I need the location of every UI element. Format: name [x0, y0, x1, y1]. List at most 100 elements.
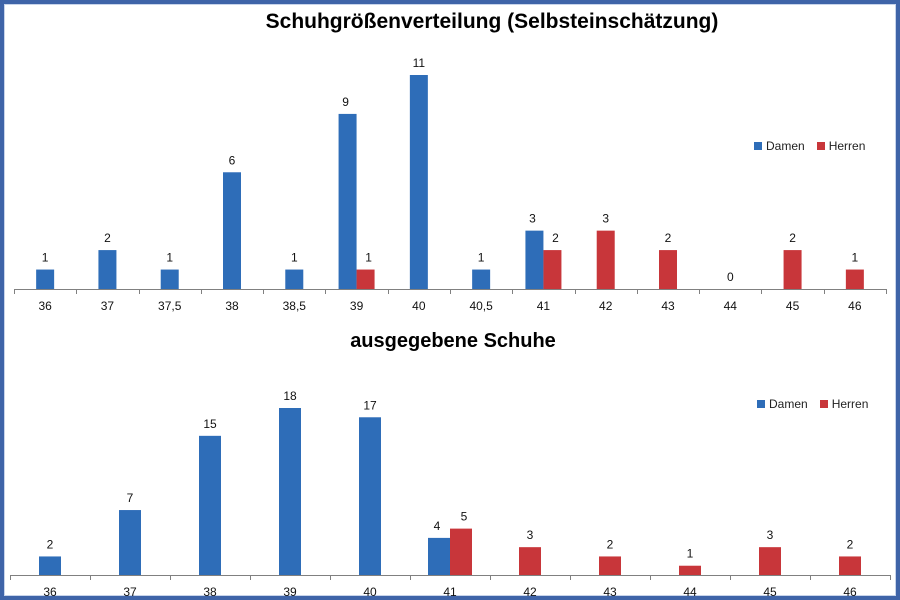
x-tick-label: 42 — [523, 585, 537, 599]
bar-herren-44 — [679, 565, 701, 575]
legend-label-damen: Damen — [766, 139, 805, 153]
legend-item-damen: Damen — [754, 139, 805, 153]
bar-herren-41 — [543, 250, 562, 289]
x-tick-label: 37,5 — [158, 299, 182, 313]
bar-damen-39 — [338, 113, 357, 289]
x-tick-label: 39 — [350, 299, 364, 313]
data-label-herren: 3 — [602, 212, 609, 226]
bar-herren-45 — [783, 250, 802, 289]
chart-2-title: ausgegebene Schuhe — [350, 330, 556, 352]
legend-swatch-damen — [757, 400, 765, 408]
bar-herren-46 — [845, 269, 864, 289]
bar-damen-38-5 — [285, 269, 304, 289]
x-tick-label: 37 — [123, 585, 137, 599]
x-tick-label: 43 — [661, 299, 675, 313]
x-tick-label: 41 — [443, 585, 457, 599]
bar-damen-40-5 — [472, 269, 491, 289]
data-label-damen: 18 — [283, 389, 297, 403]
data-label-herren: 1 — [687, 547, 694, 561]
x-tick-label: 45 — [763, 585, 777, 599]
chart-1-legend: Damen Herren — [754, 139, 877, 153]
legend-label-damen: Damen — [769, 397, 808, 411]
x-tick-label: 41 — [537, 299, 551, 313]
bar-damen-36 — [39, 556, 61, 575]
data-label-herren: 0 — [727, 270, 734, 284]
bar-herren-42 — [596, 230, 615, 289]
bar-damen-40 — [359, 417, 381, 575]
data-label-damen: 1 — [291, 251, 298, 265]
legend-label-herren: Herren — [828, 139, 866, 153]
bar-damen-40 — [409, 75, 428, 289]
bar-herren-43 — [599, 556, 621, 575]
data-label-herren: 2 — [607, 537, 614, 551]
x-tick-label: 42 — [599, 299, 613, 313]
bar-damen-41 — [428, 537, 450, 575]
data-label-damen: 11 — [413, 56, 426, 70]
data-label-herren: 2 — [847, 537, 854, 551]
data-label-damen: 1 — [478, 251, 485, 265]
data-label-herren: 2 — [789, 231, 796, 245]
legend-label-herren: Herren — [831, 397, 869, 411]
legend-item-damen: Damen — [757, 397, 808, 411]
chart-2-legend: Damen Herren — [757, 397, 880, 411]
data-label-damen: 17 — [363, 398, 377, 412]
data-label-damen: 1 — [42, 251, 49, 265]
data-label-herren: 3 — [527, 528, 534, 542]
legend-item-herren: Herren — [816, 139, 866, 153]
bar-damen-38 — [223, 172, 241, 289]
bar-damen-37 — [119, 510, 141, 575]
legend-item-herren: Herren — [819, 397, 869, 411]
data-label-herren: 1 — [365, 251, 372, 265]
bar-damen-37-5 — [160, 269, 179, 289]
data-label-damen: 2 — [104, 231, 111, 245]
bar-damen-38 — [199, 435, 221, 575]
x-tick-label: 36 — [43, 585, 57, 599]
x-tick-label: 38 — [203, 585, 217, 599]
x-tick-label: 38 — [225, 299, 239, 313]
data-label-herren: 3 — [767, 528, 774, 542]
x-tick-label: 40,5 — [469, 299, 493, 313]
data-label-damen: 6 — [229, 153, 236, 167]
data-label-herren: 2 — [552, 231, 559, 245]
bar-herren-41 — [450, 528, 472, 575]
data-label-damen: 1 — [166, 251, 173, 265]
data-label-damen: 2 — [47, 537, 54, 551]
x-tick-label: 39 — [283, 585, 297, 599]
bar-herren-39 — [356, 269, 375, 289]
x-tick-label: 46 — [848, 299, 862, 313]
bar-damen-36 — [36, 269, 55, 289]
data-label-herren: 2 — [665, 231, 672, 245]
bar-herren-45 — [759, 547, 781, 575]
x-tick-label: 40 — [363, 585, 377, 599]
legend-swatch-herren — [819, 400, 828, 408]
x-tick-label: 44 — [683, 585, 697, 599]
bar-damen-37 — [98, 250, 117, 289]
bar-damen-41 — [525, 230, 544, 289]
data-label-damen: 4 — [434, 519, 441, 533]
bar-herren-46 — [839, 556, 861, 575]
data-label-herren: 5 — [461, 510, 468, 524]
x-tick-label: 40 — [412, 299, 426, 313]
bar-herren-42 — [519, 547, 541, 575]
x-tick-label: 46 — [843, 585, 857, 599]
legend-swatch-herren — [816, 142, 825, 150]
chart-1-plot: 1 36 2 37 1 37,5 6 38 1 38,5 9 1 39 11 40 1 40,5 3 2 41 3 42 2… — [14, 56, 887, 313]
data-label-herren: 1 — [852, 251, 859, 265]
legend-swatch-damen — [754, 142, 762, 150]
data-label-damen: 3 — [529, 212, 536, 226]
bar-herren-43 — [659, 250, 677, 289]
x-tick-label: 43 — [603, 585, 617, 599]
data-label-damen: 7 — [127, 491, 134, 505]
x-tick-label: 36 — [38, 299, 52, 313]
x-tick-label: 44 — [724, 299, 738, 313]
x-tick-label: 37 — [101, 299, 115, 313]
x-tick-label: 38,5 — [283, 299, 307, 313]
data-label-damen: 15 — [203, 417, 217, 431]
chart-1-title: Schuhgrößenverteilung (Selbsteinschätzun… — [265, 10, 719, 33]
bar-damen-39 — [279, 408, 301, 575]
data-label-damen: 9 — [342, 95, 349, 109]
x-tick-label: 45 — [786, 299, 800, 313]
